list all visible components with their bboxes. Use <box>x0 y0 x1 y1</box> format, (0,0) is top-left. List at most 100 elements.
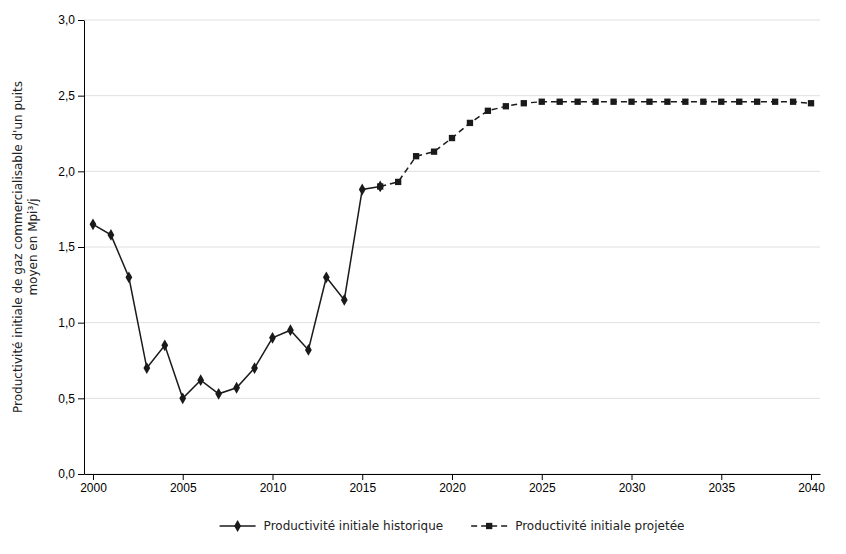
grid-line <box>84 398 820 399</box>
x-tick: 2025 <box>529 474 556 495</box>
y-tick: 0,0 <box>58 467 84 481</box>
point <box>449 135 455 141</box>
tick-mark <box>452 474 453 480</box>
point <box>377 181 384 193</box>
point <box>269 332 276 344</box>
axis-line <box>84 21 85 475</box>
point <box>179 392 186 404</box>
x-tick: 2040 <box>798 474 825 495</box>
point <box>485 108 491 114</box>
y-tick: 1,5 <box>58 240 84 254</box>
tick-mark <box>93 474 94 480</box>
tick-label: 2030 <box>619 481 646 495</box>
tick-label: 0,5 <box>58 392 75 406</box>
point <box>574 99 580 105</box>
point <box>592 99 598 105</box>
x-tick: 2000 <box>80 474 107 495</box>
x-axis: 2000 2005 2010 2015 2020 2025 2030 2035 2040 <box>80 474 825 495</box>
tick-mark <box>272 474 273 480</box>
tick-label: 1,5 <box>58 240 75 254</box>
point <box>431 148 437 154</box>
y-axis-title: Productivité initiale de gaz commerciali… <box>11 81 40 413</box>
tick-label: 2,0 <box>58 165 75 179</box>
tick-mark <box>721 474 722 480</box>
point <box>341 294 348 306</box>
tick-label: 1,0 <box>58 316 75 330</box>
point <box>754 99 760 105</box>
legend-label: Productivité initiale historique <box>264 519 444 533</box>
point <box>143 362 150 374</box>
point <box>539 99 545 105</box>
tick-label: 2025 <box>529 481 556 495</box>
tick-mark <box>78 96 84 97</box>
grid-line <box>84 247 820 248</box>
y-axis: 0,0 0,5 1,0 1,5 2,0 2,5 3,0 <box>58 13 84 481</box>
tick-mark <box>632 474 633 480</box>
grid-line <box>84 171 820 172</box>
legend-marker <box>234 520 241 532</box>
point <box>467 120 473 126</box>
legend-item: Productivité initiale historique <box>220 519 444 533</box>
tick-mark <box>78 247 84 248</box>
legend-item: Productivité initiale projetée <box>471 519 684 533</box>
x-tick: 2005 <box>170 474 197 495</box>
tick-mark <box>78 323 84 324</box>
y-axis-title-line: moyen en Mpi³/j <box>26 198 40 295</box>
y-tick: 2,5 <box>58 89 84 103</box>
point <box>503 103 509 109</box>
point <box>610 99 616 105</box>
tick-label: 2040 <box>798 481 825 495</box>
point <box>125 271 132 283</box>
grid <box>84 20 820 474</box>
tick-mark <box>362 474 363 480</box>
y-tick: 0,5 <box>58 392 84 406</box>
plot: 2000200520102015202020252030203520400,00… <box>58 13 825 494</box>
y-tick: 3,0 <box>58 13 84 27</box>
tick-label: 2,5 <box>58 89 75 103</box>
point <box>808 100 814 106</box>
series-line <box>380 102 811 187</box>
point <box>161 339 168 351</box>
point <box>700 99 706 105</box>
point <box>108 229 115 241</box>
point <box>305 344 312 356</box>
tick-label: 2020 <box>439 481 466 495</box>
tick-mark <box>78 398 84 399</box>
grid-line <box>84 322 820 323</box>
legend-label: Productivité initiale projetée <box>515 519 684 533</box>
tick-label: 3,0 <box>58 13 75 27</box>
x-tick: 2035 <box>708 474 735 495</box>
legend-marker <box>486 523 492 529</box>
point <box>251 362 258 374</box>
point <box>718 99 724 105</box>
point <box>521 100 527 106</box>
chart: 2000200520102015202020252030203520400,00… <box>0 0 846 554</box>
tick-label: 2035 <box>708 481 735 495</box>
tick-label: 2015 <box>349 481 376 495</box>
tick-label: 2010 <box>260 481 287 495</box>
legend: Productivité initiale historique Producti… <box>220 519 685 533</box>
point <box>233 382 240 394</box>
point <box>736 99 742 105</box>
tick-mark <box>78 474 84 475</box>
tick-label: 0,0 <box>58 467 75 481</box>
point <box>557 99 563 105</box>
point <box>359 184 366 196</box>
y-tick: 2,0 <box>58 165 84 179</box>
marks <box>90 99 815 405</box>
point <box>90 218 97 230</box>
point <box>790 99 796 105</box>
point <box>197 374 204 386</box>
point <box>287 324 294 336</box>
point <box>628 99 634 105</box>
x-tick: 2010 <box>260 474 287 495</box>
point <box>377 183 383 189</box>
series-line <box>93 186 380 398</box>
tick-mark <box>811 474 812 480</box>
x-tick: 2015 <box>349 474 376 495</box>
y-axis-title-line: Productivité initiale de gaz commerciali… <box>11 81 25 413</box>
point <box>664 99 670 105</box>
tick-mark <box>78 20 84 21</box>
point <box>413 153 419 159</box>
tick-label: 2005 <box>170 481 197 495</box>
